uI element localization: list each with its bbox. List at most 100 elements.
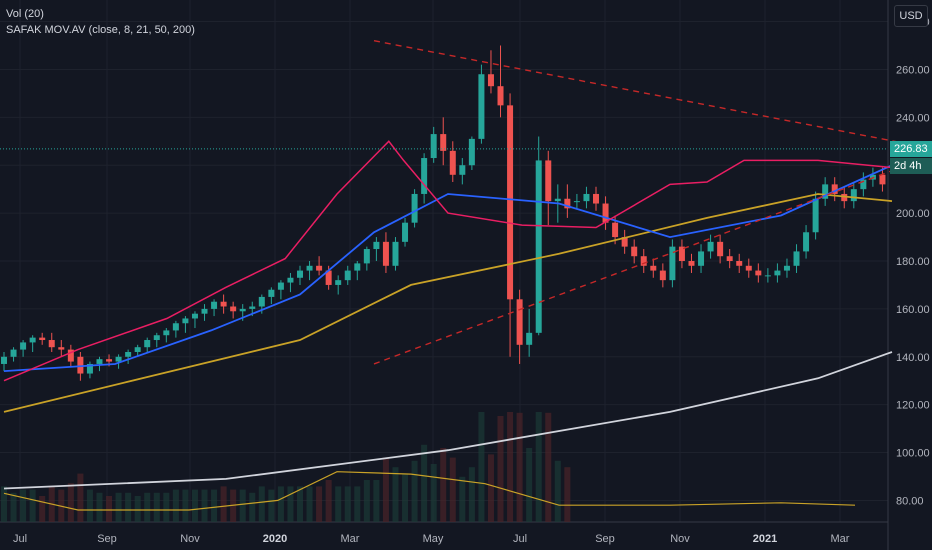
volume-bar (402, 473, 409, 522)
volume-bar (554, 460, 561, 522)
volume-bar (497, 416, 504, 522)
volume-bar (201, 489, 208, 522)
candle-body (1, 356, 7, 364)
candle-body (535, 160, 542, 333)
volume-bar (258, 486, 265, 522)
trendline (373, 40, 907, 145)
candle-body (182, 318, 189, 324)
volume-bar (507, 412, 514, 522)
volume-bar (96, 492, 103, 522)
candle-body (468, 138, 475, 166)
moving-average-legend: SAFAK MOV.AV (close, 8, 21, 50, 200) (6, 24, 195, 36)
candle-body (373, 241, 380, 250)
volume-bar (373, 480, 380, 522)
candle-body (172, 323, 179, 331)
candle-body (573, 201, 580, 203)
candle-body (58, 347, 65, 350)
ma21-line (3, 164, 893, 372)
volume-bar (325, 480, 332, 522)
volume-bar (449, 457, 456, 522)
volume-bar (297, 486, 303, 522)
candle-body (497, 86, 504, 106)
volume-bar (316, 486, 323, 522)
candle-body (440, 134, 447, 151)
candle-body (106, 359, 113, 362)
volume-bar (20, 489, 27, 522)
candle-body (698, 251, 705, 266)
candle-body (631, 246, 638, 257)
candle-body (831, 184, 838, 194)
candle-body (774, 270, 781, 276)
candle-body (583, 193, 590, 202)
candle-body (755, 270, 762, 276)
candle-body (211, 301, 218, 309)
volume-bar (392, 467, 399, 522)
volume-bar (220, 486, 227, 522)
candle-body (793, 251, 800, 266)
x-tick-label: Sep (97, 533, 117, 545)
candle-body (29, 337, 36, 343)
candle-body (640, 256, 647, 266)
candle-body (10, 349, 17, 357)
volume-bar (344, 486, 351, 522)
candle-body (717, 241, 724, 257)
volume-bar (277, 486, 284, 522)
y-tick-label: 260.00 (896, 64, 930, 76)
volume-bar (306, 486, 313, 522)
candle-body (411, 193, 418, 223)
x-tick-label: Jul (13, 533, 27, 545)
volume-bar (430, 464, 437, 522)
candle-body (67, 349, 74, 362)
volume-bar (526, 448, 533, 522)
volume-bar (268, 489, 275, 522)
volume-bar (211, 489, 218, 522)
candle-body (803, 232, 810, 252)
candle-body (678, 246, 685, 261)
volume-bar (382, 457, 389, 522)
volume-bar (77, 473, 84, 522)
volume-bar (239, 489, 246, 522)
volume-bar (134, 496, 141, 522)
candle-body (230, 306, 237, 312)
volume-bar (249, 492, 256, 522)
volume-bar (67, 483, 74, 522)
candle-body (277, 282, 284, 290)
x-tick-label: 2021 (753, 533, 777, 545)
candle-body (430, 134, 437, 159)
candle-body (621, 237, 628, 247)
candle-body (564, 198, 571, 209)
last-price-tag: 226.83 (890, 140, 932, 157)
candle-body (153, 335, 160, 341)
volume-bar (125, 492, 132, 522)
candle-body (268, 289, 275, 297)
y-tick-label: 100.00 (896, 448, 930, 460)
volume-bar (564, 467, 571, 522)
volume-bar (163, 492, 170, 522)
volume-bar (487, 454, 494, 522)
volume-legend: Vol (20) (6, 8, 44, 20)
volume-bar (459, 476, 466, 522)
candle-body (669, 246, 676, 281)
candle-body (287, 277, 294, 283)
candle-body (783, 265, 790, 271)
x-tick-label: Jul (513, 533, 527, 545)
candle-body (48, 340, 55, 348)
currency-button[interactable]: USD (894, 5, 928, 27)
ma8-line (3, 140, 893, 382)
trendline (373, 164, 908, 365)
y-tick-label: 80.00 (896, 495, 924, 507)
candle-body (736, 261, 743, 266)
candle-body (593, 193, 599, 204)
candle-body (507, 105, 514, 300)
candle-body (306, 265, 313, 271)
candle-body (688, 261, 695, 266)
candle-body (20, 342, 27, 350)
volume-bar (10, 492, 17, 522)
volume-bar (115, 492, 122, 522)
candle-body (201, 308, 208, 314)
volume-bar (191, 489, 198, 522)
candle-body (554, 198, 561, 202)
candle-body (239, 308, 246, 312)
candle-body (86, 363, 93, 374)
